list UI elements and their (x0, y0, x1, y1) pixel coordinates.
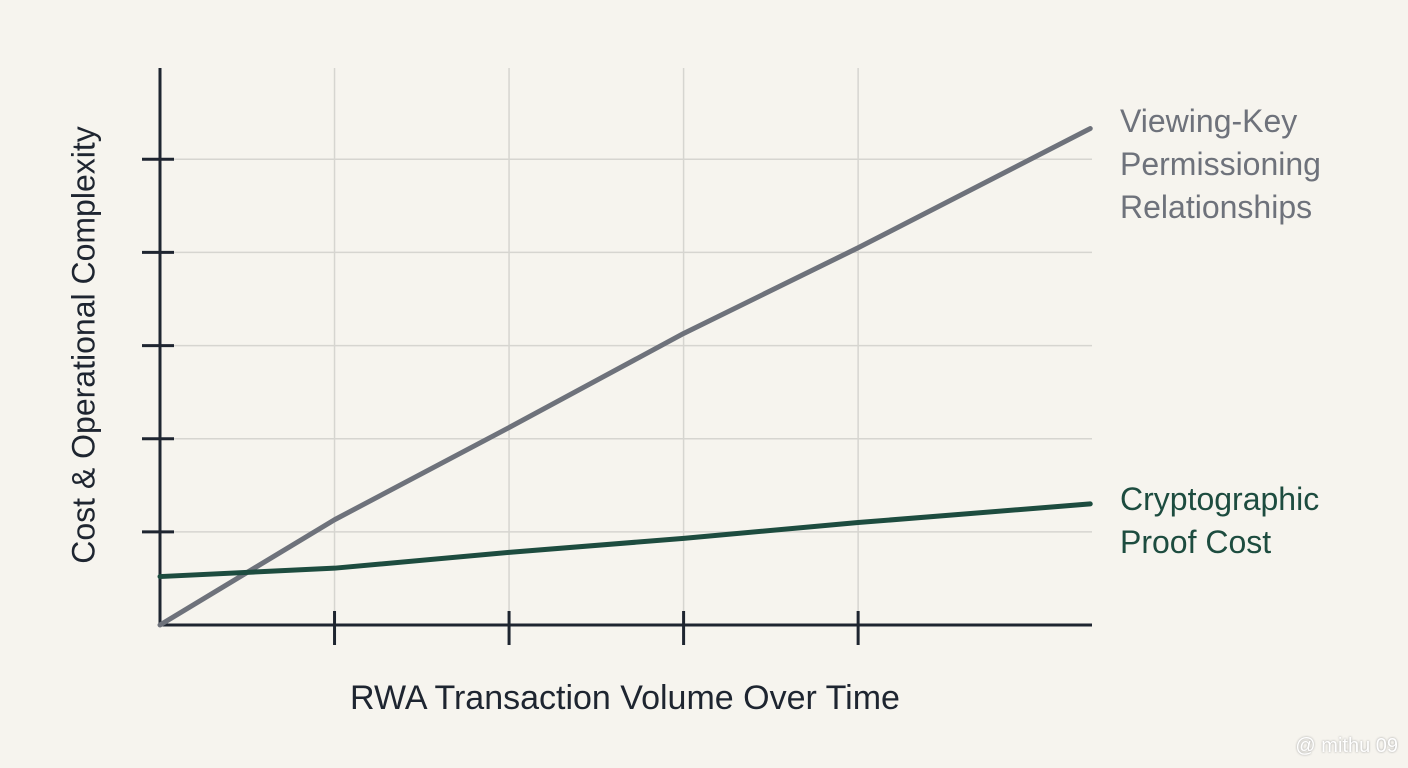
series-line (157, 501, 1093, 580)
watermark: @ mithu 09 (1295, 735, 1398, 757)
y-axis-title: Cost & Operational Complexity (65, 126, 101, 564)
x-axis-title: RWA Transaction Volume Over Time (350, 679, 900, 717)
series-label: Viewing-Key Permissioning Relationships (1120, 103, 1321, 225)
series-line (157, 126, 1093, 628)
series-label: Cryptographic Proof Cost (1120, 481, 1320, 560)
